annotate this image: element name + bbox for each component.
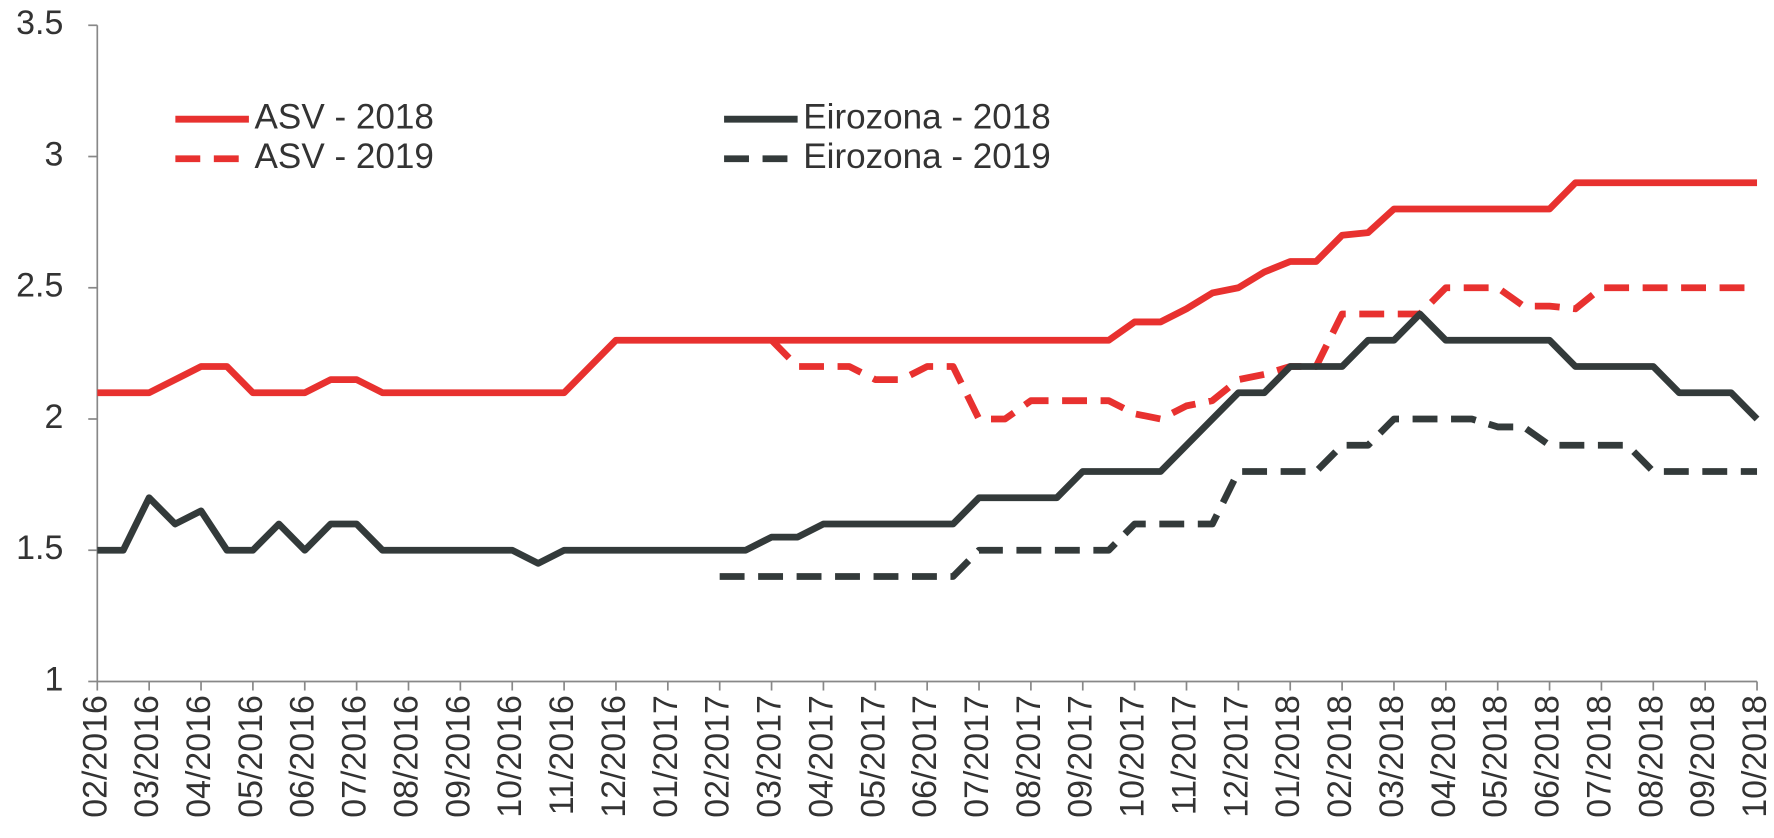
x-tick-label: 07/2016 — [336, 695, 374, 818]
x-tick-label: 08/2018 — [1632, 695, 1670, 818]
legend-label: ASV - 2018 — [255, 97, 434, 136]
x-tick-label: 11/2016 — [543, 695, 581, 815]
x-tick-label: 02/2018 — [1321, 695, 1359, 818]
y-tick-label: 1.5 — [16, 529, 63, 567]
x-tick-label: 04/2016 — [180, 695, 218, 818]
x-tick-label: 09/2016 — [439, 695, 477, 818]
x-tick-label: 08/2017 — [1010, 695, 1048, 818]
series-line — [769, 284, 1758, 423]
y-tick-label: 3 — [44, 135, 63, 173]
y-tick-label: 3.5 — [16, 4, 63, 42]
series-line — [719, 415, 1758, 580]
x-tick-label: 03/2018 — [1373, 695, 1411, 818]
x-tick-label: 09/2018 — [1684, 695, 1722, 818]
x-tick-label: 09/2017 — [1062, 695, 1100, 818]
x-tick-label: 12/2016 — [595, 695, 633, 818]
legend-label: Eirozona - 2019 — [803, 137, 1051, 176]
x-tick-label: 01/2018 — [1269, 695, 1307, 818]
series-line — [97, 310, 1760, 567]
x-tick-label: 10/2016 — [491, 695, 529, 818]
x-tick-label: 10/2017 — [1114, 695, 1152, 818]
x-tick-label: 07/2017 — [958, 695, 996, 818]
y-tick-label: 1 — [44, 660, 63, 698]
x-tick-label: 10/2018 — [1736, 695, 1774, 818]
legend-label: ASV - 2019 — [255, 137, 434, 176]
x-tick-label: 04/2018 — [1425, 695, 1463, 818]
x-tick-label: 11/2017 — [1165, 695, 1203, 815]
x-tick-label: 05/2017 — [854, 695, 892, 818]
x-tick-label: 06/2017 — [906, 695, 944, 818]
y-tick-label: 2 — [44, 398, 63, 436]
legend-label: Eirozona - 2018 — [803, 97, 1051, 136]
x-tick-label: 05/2016 — [232, 695, 270, 818]
x-tick-label: 01/2017 — [647, 695, 685, 818]
series-line — [97, 179, 1758, 397]
x-tick-label: 02/2017 — [699, 695, 737, 818]
x-tick-label: 12/2017 — [1217, 695, 1255, 818]
x-tick-label: 02/2016 — [76, 695, 114, 818]
y-tick-label: 2.5 — [16, 267, 63, 305]
x-tick-label: 06/2018 — [1529, 695, 1567, 818]
x-tick-label: 08/2016 — [387, 695, 425, 818]
x-tick-label: 05/2018 — [1477, 695, 1515, 818]
x-tick-label: 07/2018 — [1580, 695, 1618, 818]
x-tick-label: 06/2016 — [284, 695, 322, 818]
x-tick-label: 03/2017 — [751, 695, 789, 818]
x-tick-label: 03/2016 — [128, 695, 166, 818]
x-tick-label: 04/2017 — [802, 695, 840, 818]
